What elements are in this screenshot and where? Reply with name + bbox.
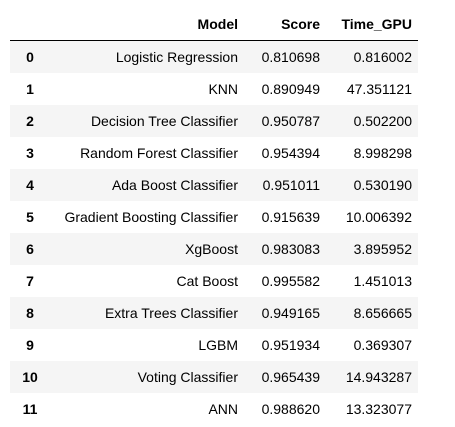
- index-header: [10, 8, 50, 41]
- table-row: 8 Extra Trees Classifier 0.949165 8.656665: [10, 297, 418, 329]
- table-row: 4 Ada Boost Classifier 0.951011 0.530190: [10, 169, 418, 201]
- cell-model: LGBM: [198, 337, 238, 353]
- table-row: 1 KNN 0.890949 47.351121: [10, 73, 418, 105]
- row-index: 3: [26, 145, 34, 161]
- row-index: 11: [22, 401, 38, 417]
- table-header: Model Score Time_GPU: [10, 8, 418, 41]
- row-index: 8: [26, 305, 34, 321]
- row-index: 9: [26, 337, 34, 353]
- row-index: 2: [26, 113, 34, 129]
- cell-model: Decision Tree Classifier: [90, 113, 238, 129]
- table-row: 3 Random Forest Classifier 0.954394 8.99829…: [10, 137, 418, 169]
- cell-score: 0.949165: [261, 305, 320, 321]
- cell-score: 0.983083: [261, 241, 320, 257]
- table-body: 0 Logistic Regression 0.810698 0.816002 1 KNN…: [10, 40, 418, 425]
- cell-model: Gradient Boosting Classifier: [64, 209, 238, 225]
- table-row: 9 LGBM 0.951934 0.369307: [10, 329, 418, 361]
- row-index: 5: [26, 209, 34, 225]
- cell-time-gpu: 0.816002: [353, 49, 412, 65]
- cell-model: Extra Trees Classifier: [104, 305, 238, 321]
- cell-time-gpu: 3.895952: [353, 241, 412, 257]
- cell-model: Voting Classifier: [137, 369, 238, 385]
- cell-model: ANN: [208, 401, 238, 417]
- table-row: 7 Cat Boost 0.995582 1.451013: [10, 265, 418, 297]
- row-index: 4: [26, 177, 34, 193]
- cell-time-gpu: 8.656665: [353, 305, 412, 321]
- column-header-time-gpu: Time_GPU: [326, 8, 418, 41]
- table-row: 10 Voting Classifier 0.965439 14.943287: [10, 361, 418, 393]
- cell-time-gpu: 0.502200: [353, 113, 412, 129]
- cell-score: 0.950787: [261, 113, 320, 129]
- cell-model: KNN: [208, 81, 238, 97]
- header-row: Model Score Time_GPU: [10, 8, 418, 41]
- table-row: 6 XgBoost 0.983083 3.895952: [10, 233, 418, 265]
- column-header-model: Model: [50, 8, 244, 41]
- cell-score: 0.951011: [262, 177, 320, 193]
- cell-score: 0.951934: [261, 337, 320, 353]
- cell-score: 0.890949: [261, 81, 320, 97]
- cell-time-gpu: 47.351121: [346, 81, 412, 97]
- cell-score: 0.965439: [261, 369, 320, 385]
- column-header-score: Score: [244, 8, 326, 41]
- cell-time-gpu: 13.323077: [345, 401, 412, 417]
- cell-time-gpu: 8.998298: [353, 145, 412, 161]
- row-index: 7: [26, 273, 34, 289]
- cell-model: XgBoost: [185, 241, 238, 257]
- cell-model: Logistic Regression: [115, 49, 238, 65]
- cell-score: 0.810698: [261, 49, 320, 65]
- row-index: 6: [26, 241, 34, 257]
- row-index: 0: [26, 49, 34, 65]
- cell-score: 0.915639: [261, 209, 320, 225]
- cell-time-gpu: 0.369307: [353, 337, 412, 353]
- cell-model: Ada Boost Classifier: [111, 177, 238, 193]
- row-index: 1: [26, 81, 34, 97]
- cell-time-gpu: 10.006392: [345, 209, 412, 225]
- cell-time-gpu: 1.451013: [353, 273, 412, 289]
- cell-score: 0.954394: [261, 145, 320, 161]
- table-row: 11 ANN 0.988620 13.323077: [10, 393, 418, 425]
- row-index: 10: [22, 369, 38, 385]
- table-row: 5 Gradient Boosting Classifier 0.915639 10.…: [10, 201, 418, 233]
- cell-time-gpu: 0.530190: [353, 177, 412, 193]
- results-table: Model Score Time_GPU 0 Logistic Regressio…: [10, 8, 418, 425]
- cell-model: Random Forest Classifier: [80, 145, 238, 161]
- table-row: 2 Decision Tree Classifier 0.950787 0.50220…: [10, 105, 418, 137]
- table-row: 0 Logistic Regression 0.810698 0.816002: [10, 40, 418, 73]
- cell-model: Cat Boost: [176, 273, 238, 289]
- cell-time-gpu: 14.943287: [345, 369, 412, 385]
- cell-score: 0.995582: [261, 273, 320, 289]
- cell-score: 0.988620: [261, 401, 320, 417]
